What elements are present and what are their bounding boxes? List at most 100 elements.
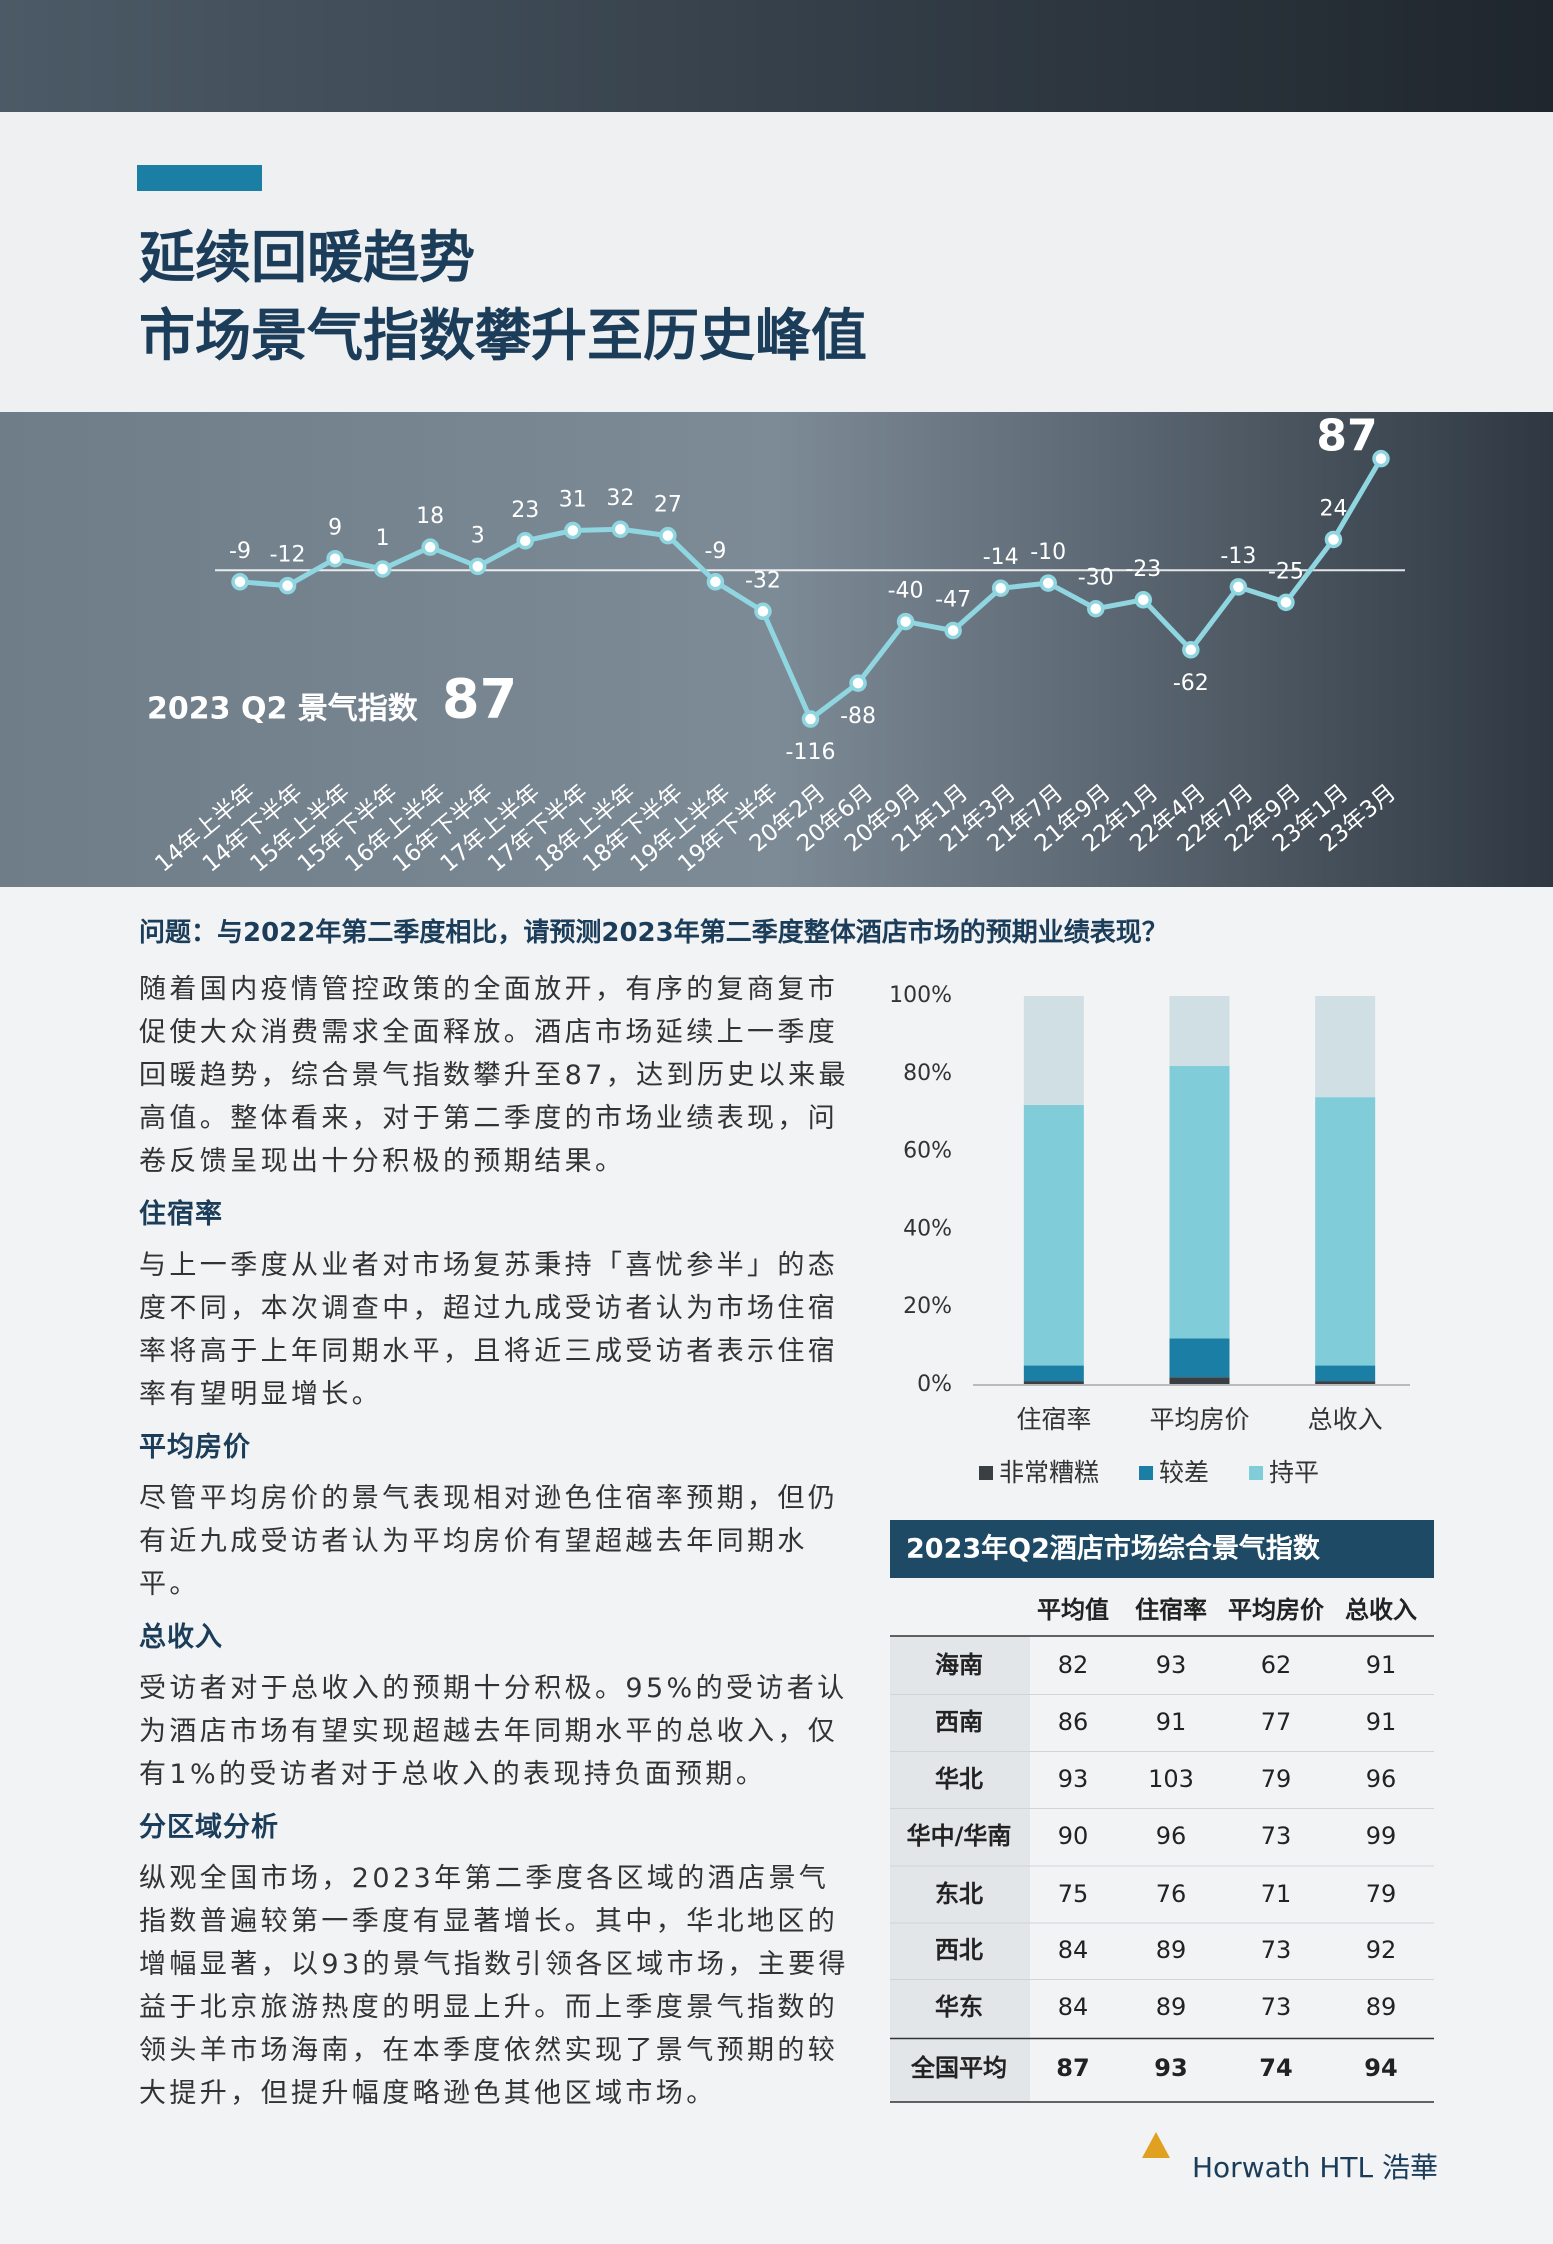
text-column: 随着国内疫情管控政策的全面放开，有序的复商复市促使大众消费需求全面释放。酒店市场… (139, 968, 851, 2125)
question: 问题：与2022年第二季度相比，请预测2023年第二季度整体酒店市场的预期业绩表… (139, 918, 1168, 948)
data-label: 23 (511, 498, 539, 523)
table-cell: 94 (1364, 2054, 1397, 2082)
point (564, 521, 582, 540)
data-label: 32 (606, 486, 634, 511)
table-cell: 73 (1261, 1993, 1292, 2021)
data-label: -10 (1030, 540, 1066, 565)
data-label: -47 (935, 588, 971, 613)
table-cell: 82 (1058, 1651, 1089, 1679)
y-tick-label: 100% (889, 983, 952, 1008)
bar-segment (1169, 1338, 1230, 1378)
point (754, 602, 772, 621)
table-cell: 103 (1148, 1765, 1194, 1793)
table-cell: 77 (1261, 1708, 1292, 1736)
table-cell: 93 (1058, 1765, 1089, 1793)
data-label: -25 (1268, 559, 1304, 584)
paragraph: 随着国内疫情管控政策的全面放开，有序的复商复市促使大众消费需求全面释放。酒店市场… (139, 974, 849, 1177)
table-cell: 91 (1366, 1708, 1397, 1736)
title-line: 延续回暖趋势 (139, 226, 475, 291)
table-cell: 62 (1261, 1651, 1292, 1679)
data-label: -40 (888, 579, 924, 604)
table-cell: 74 (1259, 2054, 1292, 2082)
data-label: 24 (1319, 496, 1347, 521)
data-label: 18 (416, 504, 444, 529)
table-cell: 92 (1366, 1936, 1397, 1964)
legend-swatch (1249, 1466, 1264, 1480)
index-label: 2023 Q2 景气指数 (147, 692, 419, 727)
bar-segment (1023, 1104, 1084, 1366)
bar-segment (1315, 1365, 1376, 1382)
logo-icon (1142, 2132, 1170, 2158)
data-label: 3 (471, 523, 485, 548)
data-label: -32 (745, 568, 781, 593)
index-value: 87 (442, 668, 517, 731)
y-tick-label: 0% (917, 1372, 952, 1397)
paragraph: 纵观全国市场，2023年第二季度各区域的酒店景气指数普遍较第一季度有显著增长。其… (139, 1863, 849, 2109)
row-header: 西南 (935, 1708, 983, 1736)
column-header: 住宿率 (1135, 1596, 1207, 1624)
row-header: 海南 (935, 1651, 983, 1679)
top-photo (0, 0, 1553, 112)
point (1182, 641, 1200, 659)
bar-segment (1315, 996, 1376, 1098)
point (373, 560, 392, 578)
point (944, 621, 962, 640)
data-label: -30 (1078, 566, 1114, 591)
point (1087, 599, 1105, 618)
table-cell: 86 (1058, 1708, 1089, 1736)
table-cell: 89 (1366, 1993, 1397, 2021)
point (1372, 449, 1390, 468)
data-label: -9 (704, 539, 726, 564)
bar-segment (1023, 996, 1084, 1105)
row-header: 华东 (935, 1993, 983, 2021)
bar-segment (1169, 1066, 1230, 1339)
bar-segment (1315, 1381, 1376, 1385)
chart-photo (0, 412, 1553, 887)
paragraph: 尽管平均房价的景气表现相对逊色住宿率预期，但仍有近九成受访者认为平均房价有望超越… (139, 1483, 839, 1600)
y-tick-label: 60% (903, 1139, 952, 1164)
table-cell: 75 (1058, 1880, 1089, 1908)
data-label: -116 (786, 740, 836, 765)
row-header: 全国平均 (910, 2054, 1007, 2082)
table-cell: 71 (1261, 1880, 1292, 1908)
point (231, 573, 249, 591)
table-cell: 90 (1058, 1822, 1089, 1850)
legend-label: 持平 (1269, 1458, 1319, 1487)
row-header: 华北 (935, 1765, 983, 1793)
point (326, 549, 344, 568)
title-line: 市场景气指数攀升至历史峰值 (139, 304, 867, 369)
y-tick-label: 20% (903, 1294, 952, 1319)
bar-segment (1023, 1365, 1084, 1382)
table-cell: 89 (1156, 1993, 1187, 2021)
table-title-bar (890, 1520, 1434, 1578)
paragraph: 与上一季度从业者对市场复苏秉持「喜忧参半」的态度不同，本次调查中，超过九成受访者… (139, 1250, 839, 1410)
legend-swatch (1139, 1466, 1154, 1480)
section-heading: 分区域分析 (139, 1812, 279, 1843)
y-tick-label: 80% (903, 1061, 952, 1086)
table-cell: 93 (1156, 1651, 1187, 1679)
table-cell: 87 (1056, 2054, 1089, 2082)
point (1324, 530, 1343, 549)
point (468, 557, 487, 576)
table-cell: 91 (1156, 1708, 1187, 1736)
row-header: 西北 (935, 1936, 983, 1964)
x-tick-label: 住宿率 (1016, 1405, 1091, 1434)
section-heading: 总收入 (139, 1622, 223, 1653)
x-tick-label: 平均房价 (1149, 1405, 1249, 1434)
table-cell: 84 (1058, 1936, 1089, 1964)
data-label: 1 (376, 526, 390, 551)
point (1134, 591, 1153, 609)
point (991, 579, 1010, 597)
table-cell: 79 (1261, 1765, 1292, 1793)
point (516, 532, 534, 550)
logo-text-cn: 浩華 (1382, 2151, 1439, 2184)
point (706, 573, 725, 591)
data-label: 87 (1316, 411, 1377, 462)
point (896, 612, 915, 631)
paragraph: 受访者对于总收入的预期十分积极。95%的受访者认为酒店市场有望实现超越去年同期水… (139, 1673, 848, 1790)
table-cell: 76 (1156, 1880, 1187, 1908)
logo-text: Horwath HTL (1192, 2151, 1374, 2184)
legend-label: 非常糟糕 (999, 1458, 1099, 1487)
data-label: 27 (654, 493, 682, 518)
